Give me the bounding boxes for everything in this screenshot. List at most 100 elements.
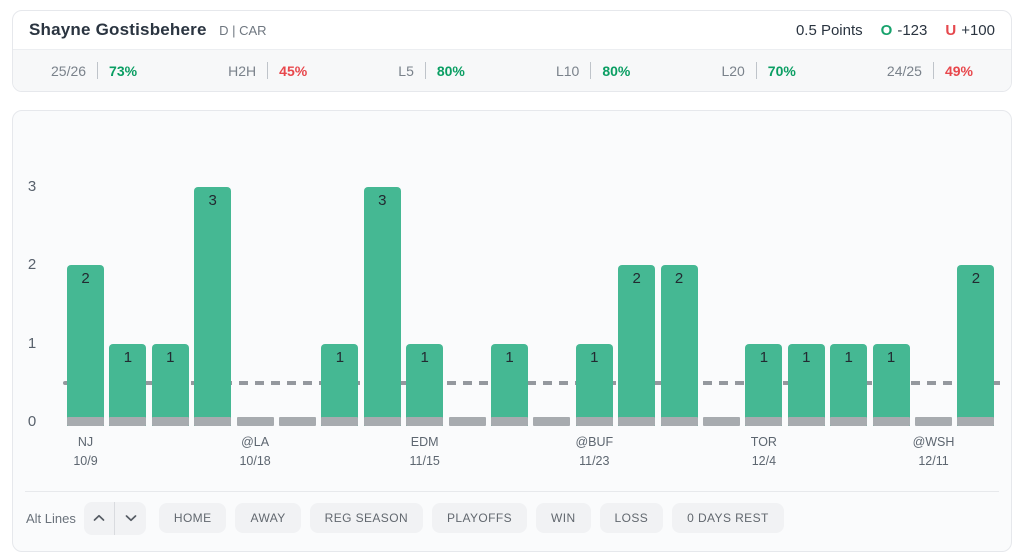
- bar-base: [830, 417, 868, 426]
- bar-value-label: 2: [632, 270, 641, 287]
- bar-value-label: 1: [505, 349, 514, 366]
- stat-divider: [424, 62, 426, 79]
- bar-game-15[interactable]: 2: [660, 265, 698, 426]
- stat-value: 49%: [944, 62, 973, 79]
- player-identity: Shayne Gostisbehere D | CAR: [29, 20, 267, 40]
- stat-divider: [755, 62, 757, 79]
- bar-game-4[interactable]: 3: [194, 187, 232, 426]
- stat-value: 70%: [767, 62, 796, 79]
- filter-home-button[interactable]: HOME: [158, 503, 227, 533]
- over-odds-value: -123: [897, 21, 928, 39]
- bar-zero-game-21[interactable]: [915, 417, 952, 426]
- filter-playoffs-button[interactable]: PLAYOFFS: [432, 503, 528, 533]
- alt-line-stepper: [83, 501, 146, 535]
- player-header-card: Shayne Gostisbehere D | CAR 0.5 Points O…: [12, 10, 1012, 92]
- bar-zero-game-5[interactable]: [236, 417, 274, 426]
- x-axis-tick-label: @BUF 11/23: [575, 435, 614, 468]
- bar-zero-game-10[interactable]: [448, 417, 486, 426]
- y-axis-tick-label: 0: [27, 413, 37, 430]
- prop-line-info: 0.5 Points O -123 U +100: [796, 22, 995, 39]
- over-icon: O: [880, 21, 893, 39]
- bar-value-label: 3: [208, 192, 217, 209]
- stat-l10: L10 80%: [556, 62, 630, 79]
- filter-days-rest-button[interactable]: 0 DAYS REST: [672, 503, 784, 533]
- bar-game-13[interactable]: 1: [575, 344, 613, 426]
- chevron-down-icon: [125, 515, 136, 522]
- bar-base: [745, 417, 783, 426]
- stat-season-current: 25/26 73%: [51, 62, 137, 79]
- bar-game-20[interactable]: 1: [872, 344, 910, 426]
- bar-game-17[interactable]: 1: [745, 344, 783, 426]
- alt-lines-label: Alt Lines: [26, 510, 76, 526]
- filter-win-button[interactable]: WIN: [536, 503, 591, 533]
- bar-base: [872, 417, 910, 426]
- bar-value-label: 2: [674, 270, 684, 287]
- bar-game-22[interactable]: 2: [957, 265, 995, 426]
- bar-zero-game-12[interactable]: [533, 417, 571, 426]
- bar-value-label: 1: [123, 349, 133, 366]
- stat-value: 73%: [109, 62, 138, 79]
- bar-value-label: 1: [420, 349, 429, 366]
- bar-game-3[interactable]: 1: [151, 344, 189, 426]
- bar-base: [618, 417, 656, 426]
- bar-value-label: 1: [844, 349, 853, 366]
- bar-base: [787, 417, 825, 426]
- stepper-divider: [114, 501, 116, 535]
- points-bar-chart: 3 2 1 0 2 1 1 3 1 3 1 1 1 2 2 1 1 1 1 2 NJ 10/9 @LA 10/18 EDM 11/…: [13, 111, 1011, 551]
- bar-base: [321, 417, 359, 426]
- stat-value: 80%: [602, 62, 631, 79]
- under-icon: U: [945, 21, 957, 39]
- x-axis-tick-label: @LA 10/18: [239, 435, 271, 468]
- bar-base: [660, 417, 698, 426]
- bar-base: [67, 417, 104, 426]
- bar-base: [109, 417, 147, 426]
- chart-card: 3 2 1 0 2 1 1 3 1 3 1 1 1 2 2 1 1 1 1 2 NJ 10/9 @LA 10/18 EDM 11/…: [12, 110, 1012, 552]
- under-odds-button[interactable]: U +100: [945, 22, 995, 39]
- bar-game-1[interactable]: 2: [67, 265, 104, 426]
- bar-base: [363, 417, 401, 426]
- y-axis-tick-label: 1: [27, 334, 37, 352]
- bar-value-label: 3: [378, 192, 387, 209]
- chart-controls: Alt Lines HOME AWAY REG SEASON P: [26, 501, 998, 535]
- bar-base: [151, 417, 189, 426]
- filter-away-button[interactable]: AWAY: [235, 503, 301, 533]
- bar-base: [957, 417, 995, 426]
- bar-game-14[interactable]: 2: [618, 265, 656, 426]
- bar-zero-game-16[interactable]: [703, 417, 740, 426]
- bar-game-19[interactable]: 1: [830, 344, 868, 426]
- bar-value-label: 1: [759, 349, 769, 366]
- x-axis-tick-label: TOR 12/4: [750, 435, 777, 468]
- alt-line-down-button[interactable]: [115, 502, 146, 535]
- filter-reg-season-button[interactable]: REG SEASON: [309, 503, 424, 533]
- player-name: Shayne Gostisbehere: [29, 20, 207, 39]
- under-odds-value: +100: [961, 21, 995, 39]
- bar-game-11[interactable]: 1: [491, 344, 528, 426]
- betting-line-threshold: [63, 380, 1003, 385]
- x-axis-tick-label: NJ 10/9: [73, 435, 98, 468]
- alt-line-up-button[interactable]: [84, 502, 115, 535]
- bar-game-8[interactable]: 3: [363, 187, 401, 426]
- stat-season-prev: 24/25 49%: [887, 62, 973, 79]
- stat-label: 25/26: [51, 62, 87, 79]
- bar-base: [406, 417, 444, 426]
- stat-l5: L5 80%: [398, 62, 465, 79]
- bar-value-label: 1: [886, 349, 896, 366]
- bar-value-label: 1: [335, 349, 345, 366]
- x-axis-tick-label: @WSH 12/11: [912, 435, 955, 468]
- bar-value-label: 1: [802, 349, 811, 366]
- bar-game-2[interactable]: 1: [109, 344, 147, 426]
- bar-game-9[interactable]: 1: [406, 344, 444, 426]
- bar-game-7[interactable]: 1: [321, 344, 359, 426]
- stat-label: L5: [398, 62, 414, 79]
- hit-rate-stats-row: 25/26 73% H2H 45% L5 80% L10 80% L20: [13, 49, 1011, 91]
- y-axis-tick-label: 3: [27, 178, 37, 196]
- stat-divider: [590, 62, 592, 79]
- stat-value: 45%: [279, 62, 308, 79]
- filter-loss-button[interactable]: LOSS: [599, 503, 664, 533]
- over-odds-button[interactable]: O -123: [881, 22, 928, 39]
- x-axis-tick-label: EDM 11/15: [409, 435, 440, 468]
- bar-game-18[interactable]: 1: [787, 344, 825, 426]
- chevron-up-icon: [93, 514, 105, 521]
- bar-zero-game-6[interactable]: [279, 417, 316, 426]
- stat-value: 80%: [436, 62, 465, 79]
